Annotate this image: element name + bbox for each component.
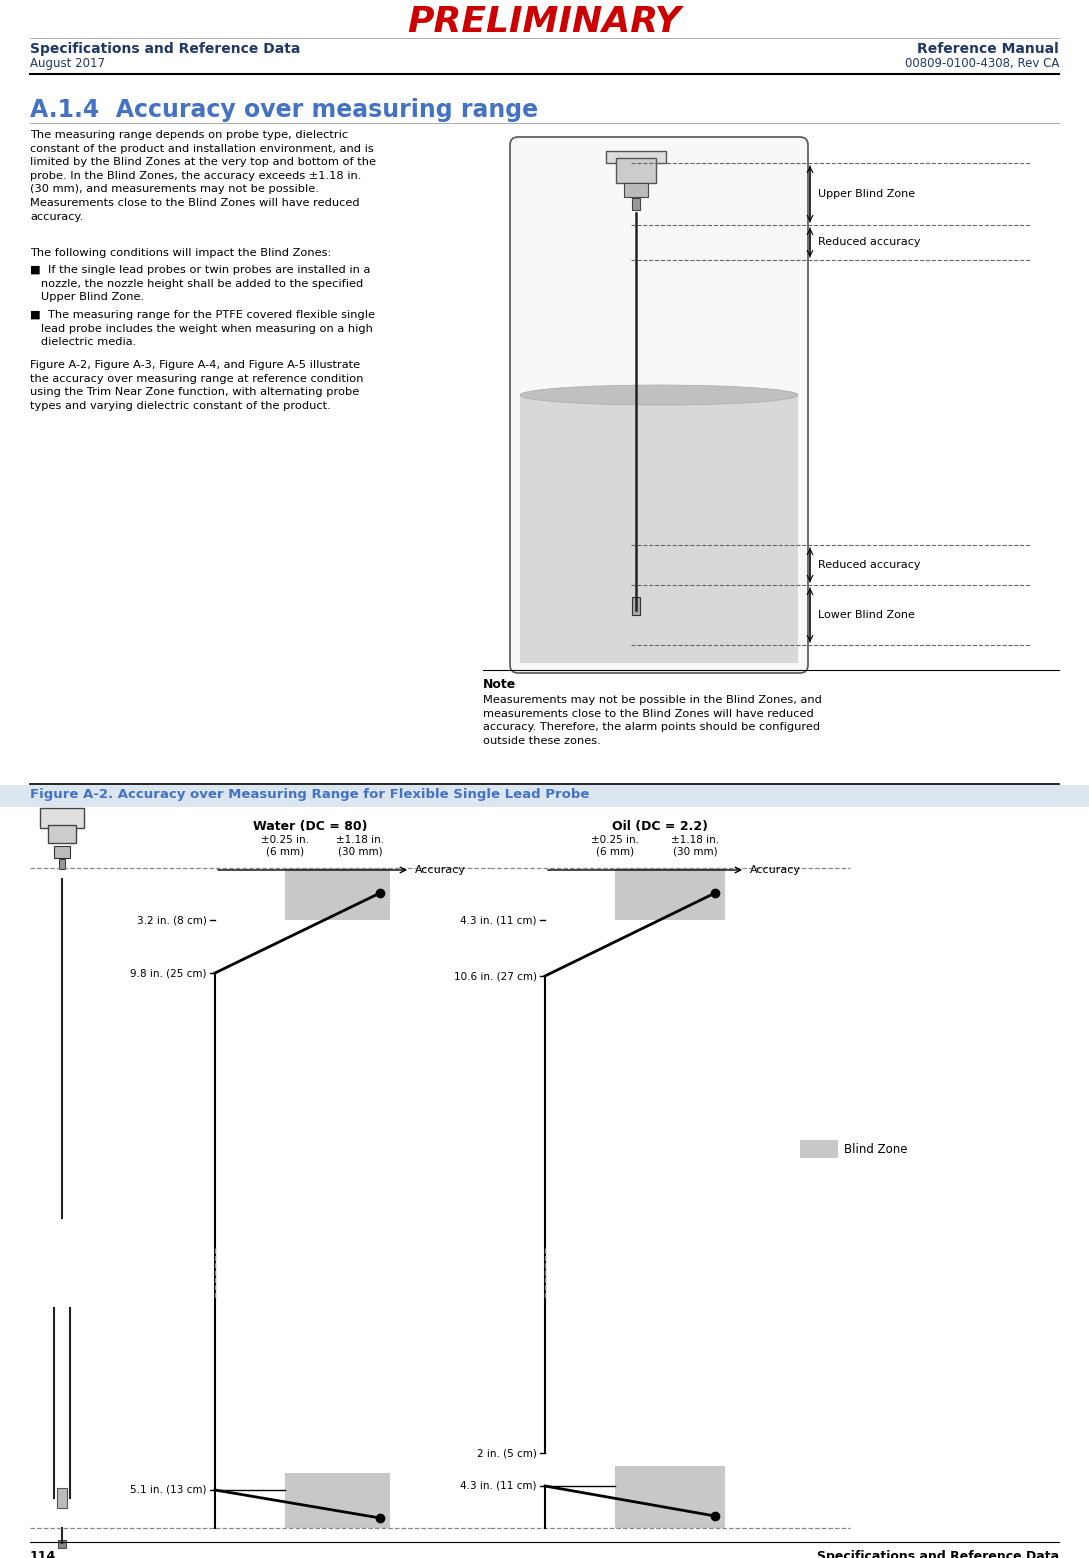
Text: Figure A-2, Figure A-3, Figure A-4, and Figure A-5 illustrate
the accuracy over : Figure A-2, Figure A-3, Figure A-4, and … <box>30 360 364 411</box>
Text: 114: 114 <box>30 1550 57 1558</box>
Text: 10.6 in. (27 cm): 10.6 in. (27 cm) <box>454 971 537 982</box>
Text: Accuracy: Accuracy <box>750 865 802 876</box>
Bar <box>0 785 1089 807</box>
Bar <box>624 182 648 196</box>
Text: Upper Blind Zone: Upper Blind Zone <box>818 189 915 199</box>
Bar <box>521 396 798 664</box>
Ellipse shape <box>521 385 798 405</box>
Text: ■  If the single lead probes or twin probes are installed in a
   nozzle, the no: ■ If the single lead probes or twin prob… <box>30 265 370 302</box>
FancyBboxPatch shape <box>510 137 808 673</box>
Text: 00809-0100-4308, Rev CA: 00809-0100-4308, Rev CA <box>905 58 1059 70</box>
Bar <box>615 868 725 921</box>
Text: The measuring range depends on probe type, dielectric
constant of the product an: The measuring range depends on probe typ… <box>30 129 376 221</box>
Bar <box>633 597 640 615</box>
Text: Reference Manual: Reference Manual <box>917 42 1059 56</box>
Text: 5.1 in. (13 cm): 5.1 in. (13 cm) <box>131 1485 207 1496</box>
Text: 4.3 in. (11 cm): 4.3 in. (11 cm) <box>461 1482 537 1491</box>
Text: Water (DC = 80): Water (DC = 80) <box>253 820 367 834</box>
Bar <box>40 809 84 827</box>
Bar <box>616 157 657 182</box>
Text: Oil (DC = 2.2): Oil (DC = 2.2) <box>612 820 708 834</box>
Bar <box>58 1539 66 1549</box>
Text: ±0.25 in.
(6 mm): ±0.25 in. (6 mm) <box>261 835 309 857</box>
Text: Specifications and Reference Data: Specifications and Reference Data <box>30 42 301 56</box>
Text: ■  The measuring range for the PTFE covered flexible single
   lead probe includ: ■ The measuring range for the PTFE cover… <box>30 310 375 347</box>
Bar <box>607 151 666 164</box>
Text: Reduced accuracy: Reduced accuracy <box>818 559 920 570</box>
Text: August 2017: August 2017 <box>30 58 105 70</box>
Text: ±0.25 in.
(6 mm): ±0.25 in. (6 mm) <box>591 835 639 857</box>
Bar <box>59 858 65 869</box>
Text: Reduced accuracy: Reduced accuracy <box>818 237 920 248</box>
Text: Measurements may not be possible in the Blind Zones, and
measurements close to t: Measurements may not be possible in the … <box>484 695 822 746</box>
Bar <box>57 1488 68 1508</box>
Bar <box>615 1466 725 1528</box>
Text: 4.3 in. (11 cm): 4.3 in. (11 cm) <box>461 915 537 925</box>
Text: Specifications and Reference Data: Specifications and Reference Data <box>817 1550 1059 1558</box>
Text: 9.8 in. (25 cm): 9.8 in. (25 cm) <box>131 968 207 978</box>
Text: ±1.18 in.
(30 mm): ±1.18 in. (30 mm) <box>335 835 384 857</box>
Text: Lower Blind Zone: Lower Blind Zone <box>818 611 915 620</box>
Text: Note: Note <box>484 678 516 692</box>
Bar <box>48 826 76 843</box>
Bar <box>285 1472 390 1528</box>
Text: Figure A-2. Accuracy over Measuring Range for Flexible Single Lead Probe: Figure A-2. Accuracy over Measuring Rang… <box>30 788 589 801</box>
Text: Blind Zone: Blind Zone <box>844 1144 907 1156</box>
Text: 2 in. (5 cm): 2 in. (5 cm) <box>477 1447 537 1458</box>
Text: PRELIMINARY: PRELIMINARY <box>407 5 681 39</box>
Bar <box>633 198 640 210</box>
Bar <box>800 1140 839 1158</box>
Text: ±1.18 in.
(30 mm): ±1.18 in. (30 mm) <box>671 835 719 857</box>
Text: 3.2 in. (8 cm): 3.2 in. (8 cm) <box>137 915 207 925</box>
Bar <box>285 868 390 921</box>
Text: A.1.4  Accuracy over measuring range: A.1.4 Accuracy over measuring range <box>30 98 538 122</box>
Text: Accuracy: Accuracy <box>415 865 466 876</box>
Text: The following conditions will impact the Blind Zones:: The following conditions will impact the… <box>30 248 331 259</box>
Bar <box>54 846 70 858</box>
